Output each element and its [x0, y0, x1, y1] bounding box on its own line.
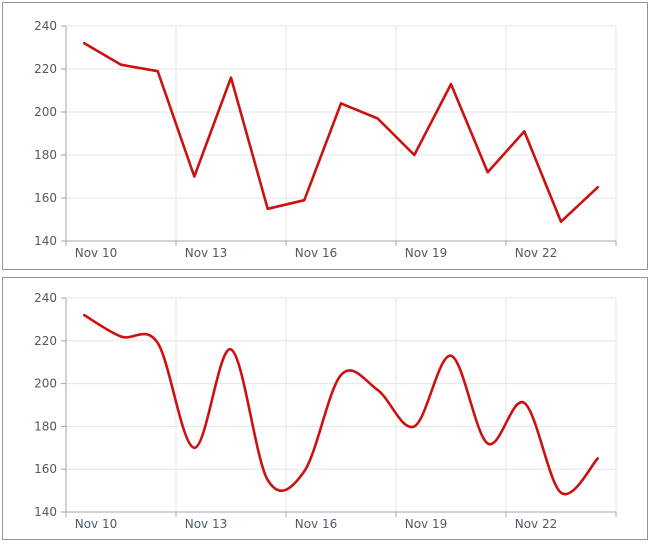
- x-tick-label: Nov 13: [185, 246, 228, 260]
- y-tick-label: 180: [34, 419, 57, 433]
- y-tick-label: 240: [34, 19, 57, 33]
- x-tick-label: Nov 22: [515, 517, 558, 531]
- y-tick-label: 220: [34, 334, 57, 348]
- series-line: [83, 41, 599, 223]
- series-line: [83, 313, 599, 496]
- y-tick-label: 200: [34, 377, 57, 391]
- bottom-chart-panel: 240 220 200 180 160 140 Nov 10 Nov 13 Nov 16 Nov …: [2, 277, 648, 540]
- y-tick-label: 220: [34, 62, 57, 76]
- y-tick-label: 180: [34, 148, 57, 162]
- line-chart-straight: 240 220 200 180 160 140 Nov 10 Nov 13 Nov 16 Nov …: [34, 19, 617, 260]
- x-tick-label: Nov 10: [75, 246, 118, 260]
- x-tick-label: Nov 19: [405, 246, 448, 260]
- x-tick-label: Nov 13: [185, 517, 228, 531]
- x-tick-label: Nov 16: [295, 246, 338, 260]
- x-tick-label: Nov 22: [515, 246, 558, 260]
- y-tick-label: 140: [34, 234, 57, 248]
- y-tick-label: 160: [34, 191, 57, 205]
- x-tick-label: Nov 10: [75, 517, 118, 531]
- line-chart-smooth: 240 220 200 180 160 140 Nov 10 Nov 13 Nov 16 Nov …: [34, 291, 617, 531]
- x-tick-label: Nov 16: [295, 517, 338, 531]
- x-tick-label: Nov 19: [405, 517, 448, 531]
- y-tick-label: 200: [34, 105, 57, 119]
- y-tick-label: 140: [34, 505, 57, 519]
- top-chart-panel: 240 220 200 180 160 140 Nov 10 Nov 13 Nov 16 Nov …: [2, 2, 648, 270]
- y-tick-label: 160: [34, 462, 57, 476]
- y-tick-label: 240: [34, 291, 57, 305]
